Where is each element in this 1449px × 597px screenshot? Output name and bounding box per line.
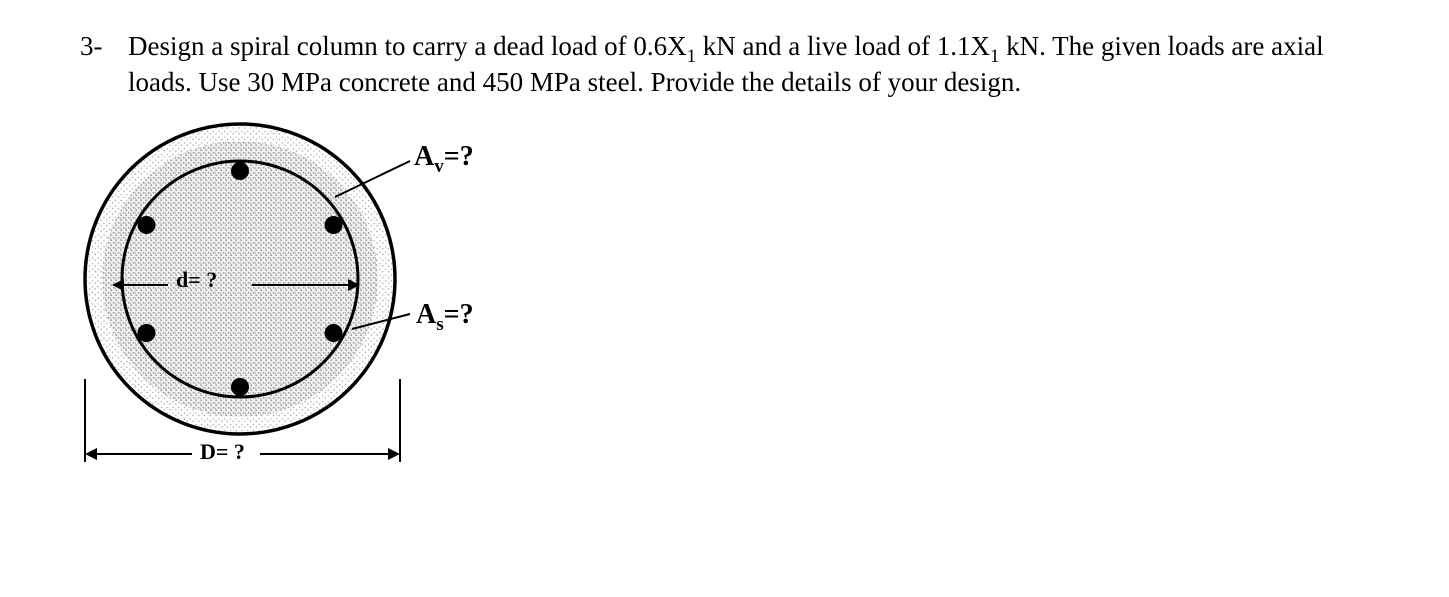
label-av-sub: v [434, 156, 444, 177]
label-av: Av=? [414, 141, 474, 173]
label-as: As=? [416, 299, 474, 331]
label-av-suffix: =? [444, 141, 474, 172]
page: 3- Design a spiral column to carry a dea… [0, 0, 1449, 597]
column-cross-section-svg [80, 119, 600, 519]
problem-number: 3- [80, 28, 128, 101]
figure: Av=? As=? d= ? D= ? [80, 119, 600, 519]
label-as-suffix: =? [444, 299, 474, 330]
problem-text: Design a spiral column to carry a dead l… [128, 28, 1369, 101]
label-D-outer: D= ? [200, 439, 245, 465]
label-av-prefix: A [414, 141, 434, 172]
problem-statement: 3- Design a spiral column to carry a dea… [80, 28, 1369, 101]
subscript-x1-a: 1 [687, 46, 696, 67]
label-as-sub: s [436, 314, 443, 335]
text-seg-1: Design a spiral column to carry a dead l… [128, 31, 687, 61]
label-as-prefix: A [416, 299, 436, 330]
label-d: d= ? [176, 267, 217, 293]
subscript-x1-b: 1 [990, 46, 999, 67]
text-seg-2: kN and a live load of 1.1X [696, 31, 990, 61]
